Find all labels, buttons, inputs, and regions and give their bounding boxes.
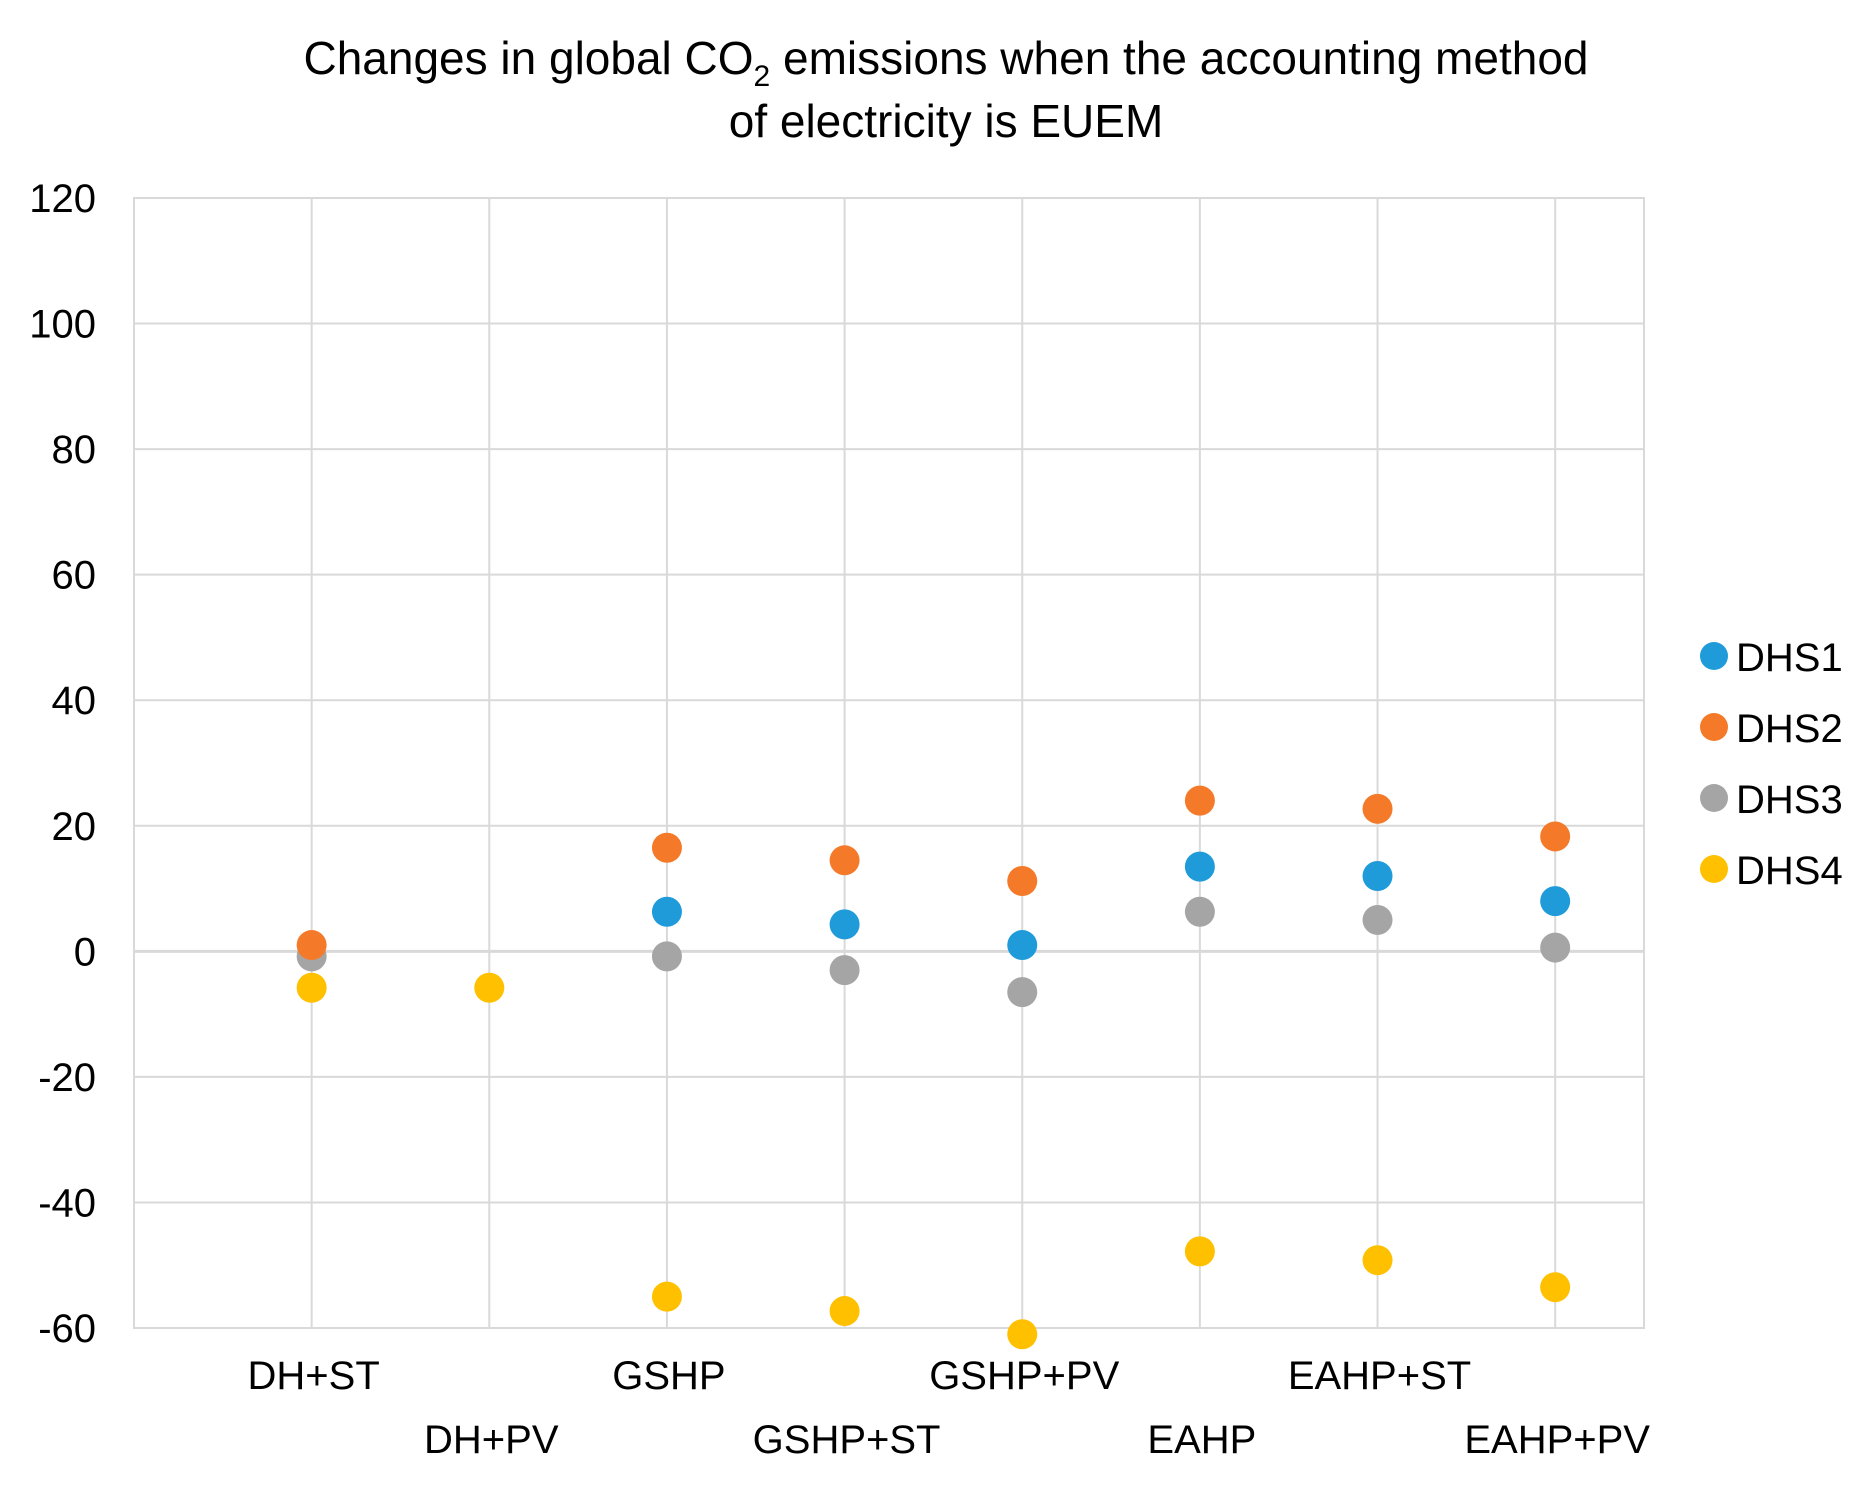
data-point-dhs4 [1362, 1245, 1393, 1276]
data-point-dhs3 [1184, 896, 1215, 927]
y-tick-label: 40 [52, 679, 97, 723]
data-point-dhs2 [651, 832, 682, 863]
data-point-dhs4 [296, 972, 327, 1003]
data-point-dhs4 [1007, 1319, 1038, 1350]
data-point-dhs2 [1362, 793, 1393, 824]
data-point-dhs2 [1007, 866, 1038, 897]
data-point-dhs3 [1007, 977, 1038, 1008]
y-tick-label: 60 [52, 554, 97, 598]
x-tick-label: GSHP+ST [753, 1418, 941, 1462]
chart-title-line1: Changes in global CO2 emissions when the… [303, 32, 1588, 93]
legend-label-dhs3: DHS3 [1736, 778, 1843, 822]
y-tick-label: 80 [52, 428, 97, 472]
chart-title-line2: of electricity is EUEM [729, 95, 1164, 147]
chart-title-subscript: 2 [754, 60, 771, 93]
data-point-dhs4 [1540, 1272, 1571, 1303]
y-tick-label: -60 [38, 1307, 96, 1351]
y-tick-label: 120 [29, 177, 96, 221]
data-point-dhs4 [474, 972, 505, 1003]
y-tick-label: 0 [74, 930, 96, 974]
x-tick-label: EAHP [1147, 1418, 1256, 1462]
data-point-dhs1 [829, 909, 860, 940]
legend-label-dhs2: DHS2 [1736, 707, 1843, 751]
data-point-dhs1 [651, 896, 682, 927]
x-tick-label: GSHP+PV [929, 1354, 1119, 1398]
plot-area [133, 197, 1645, 1329]
legend-marker-dhs1 [1700, 642, 1728, 670]
data-point-dhs1 [1362, 861, 1393, 891]
data-point-dhs1 [1540, 886, 1571, 917]
data-point-dhs2 [1184, 785, 1215, 816]
data-point-dhs3 [829, 955, 860, 986]
legend: DHS1 DHS2 DHS3 DHS4 [1700, 636, 1843, 893]
data-point-dhs1 [1184, 851, 1215, 882]
data-point-dhs3 [651, 941, 682, 972]
y-tick-label: 20 [52, 805, 97, 849]
x-tick-label: DH+PV [424, 1418, 559, 1462]
x-tick-label: EAHP+PV [1464, 1418, 1650, 1462]
legend-label-dhs4: DHS4 [1736, 849, 1843, 893]
data-point-dhs3 [1540, 932, 1571, 963]
data-point-dhs2 [296, 930, 327, 961]
legend-label-dhs1: DHS1 [1736, 636, 1843, 680]
legend-marker-dhs3 [1700, 784, 1728, 812]
data-point-dhs4 [1184, 1236, 1215, 1267]
y-tick-label: 100 [29, 303, 96, 347]
data-point-dhs2 [829, 845, 860, 876]
data-points [296, 785, 1571, 1350]
y-tick-label: -20 [38, 1056, 96, 1100]
y-tick-label: -40 [38, 1181, 96, 1225]
x-tick-label: DH+ST [248, 1354, 380, 1398]
data-point-dhs4 [651, 1281, 682, 1312]
x-tick-label: EAHP+ST [1288, 1354, 1471, 1398]
legend-marker-dhs4 [1700, 855, 1728, 883]
legend-marker-dhs2 [1700, 713, 1728, 741]
grid [134, 197, 1644, 1329]
data-point-dhs1 [1007, 930, 1038, 961]
data-point-dhs2 [1540, 821, 1571, 852]
data-point-dhs3 [1362, 904, 1393, 935]
y-axis: -60 -40 -20 0 20 40 60 80 100 120 [29, 177, 96, 1351]
data-point-dhs4 [829, 1296, 860, 1327]
x-tick-label: GSHP [612, 1354, 725, 1398]
x-axis: DH+ST DH+PV GSHP GSHP+ST GSHP+PV EAHP EAHP+ST E… [248, 1354, 1651, 1462]
